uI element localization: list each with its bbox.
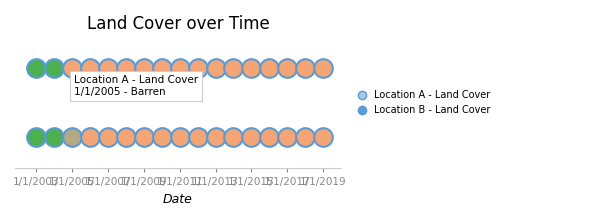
Point bbox=[50, 136, 59, 139]
Legend: Location A - Land Cover, Location B - Land Cover: Location A - Land Cover, Location B - La… bbox=[349, 88, 494, 118]
Point bbox=[175, 136, 185, 139]
Point bbox=[229, 67, 238, 70]
Point bbox=[193, 136, 202, 139]
Point bbox=[247, 67, 256, 70]
Point bbox=[247, 136, 256, 139]
Point bbox=[301, 136, 310, 139]
Point bbox=[265, 136, 274, 139]
Point bbox=[193, 67, 202, 70]
Point bbox=[32, 67, 41, 70]
X-axis label: Date: Date bbox=[163, 193, 193, 206]
Point bbox=[318, 67, 328, 70]
Point bbox=[211, 136, 220, 139]
Point bbox=[265, 67, 274, 70]
Point bbox=[157, 136, 167, 139]
Point bbox=[50, 67, 59, 70]
Title: Land Cover over Time: Land Cover over Time bbox=[86, 15, 269, 33]
Point bbox=[211, 67, 220, 70]
Point bbox=[85, 136, 95, 139]
Point bbox=[175, 67, 185, 70]
Point bbox=[139, 67, 149, 70]
Point bbox=[121, 67, 131, 70]
Point bbox=[283, 136, 292, 139]
Point bbox=[283, 67, 292, 70]
Point bbox=[318, 136, 328, 139]
Point bbox=[301, 67, 310, 70]
Point bbox=[229, 136, 238, 139]
Point bbox=[103, 67, 113, 70]
Point bbox=[139, 136, 149, 139]
Point bbox=[103, 136, 113, 139]
Point bbox=[68, 136, 77, 139]
Text: Location A - Land Cover
1/1/2005 - Barren: Location A - Land Cover 1/1/2005 - Barre… bbox=[74, 75, 198, 97]
Point bbox=[85, 67, 95, 70]
Point bbox=[32, 136, 41, 139]
Point bbox=[68, 67, 77, 70]
Point bbox=[121, 136, 131, 139]
Point bbox=[157, 67, 167, 70]
